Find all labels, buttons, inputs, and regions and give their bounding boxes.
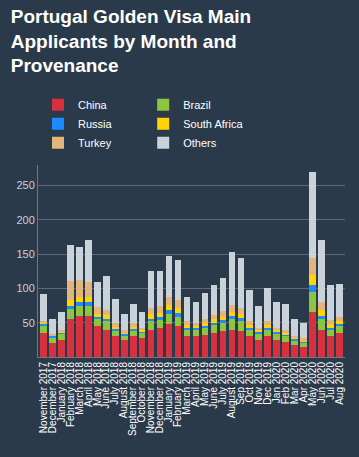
svg-text:November 2018: November 2018 [145,362,156,434]
svg-text:May 2020: May 2020 [307,362,318,406]
svg-text:May 2018: May 2018 [92,362,103,406]
svg-text:January 2019: January 2019 [163,362,174,423]
svg-text:Brazil: Brazil [183,99,211,111]
svg-text:August 2019: August 2019 [226,362,237,419]
svg-text:Mar 2020: Mar 2020 [289,362,300,405]
svg-text:150: 150 [16,248,34,260]
svg-text:March 2018: March 2018 [74,362,85,415]
svg-text:June 2018: June 2018 [100,362,111,409]
svg-text:Jan 2020: Jan 2020 [271,362,282,404]
svg-text:250: 250 [16,179,34,191]
svg-text:November 2017: November 2017 [38,362,49,434]
svg-text:Russia: Russia [78,118,113,130]
svg-text:200: 200 [16,214,34,226]
svg-text:Oct 2019: Oct 2019 [244,362,255,403]
svg-text:Nov 2019: Nov 2019 [253,362,264,405]
svg-text:May 2019: May 2019 [199,362,210,406]
svg-text:April 2018: April 2018 [83,362,94,407]
svg-text:March 2019: March 2019 [181,362,192,415]
svg-text:February 2018: February 2018 [65,362,76,427]
svg-text:China: China [78,99,108,111]
svg-text:January 2018: January 2018 [56,362,67,423]
svg-text:October 2018: October 2018 [136,362,147,423]
svg-text:50: 50 [23,317,35,329]
svg-text:Dec 2019: Dec 2019 [262,362,273,405]
svg-text:February 2019: February 2019 [172,362,183,427]
svg-text:South Africa: South Africa [183,118,243,130]
svg-text:Portugal Golden Visa MainAppli: Portugal Golden Visa MainApplicants by M… [11,6,251,76]
svg-text:Feb 2020: Feb 2020 [280,362,291,405]
svg-text:August 2018: August 2018 [118,362,129,419]
svg-text:April 2019: April 2019 [190,362,201,407]
svg-text:December 2018: December 2018 [154,362,165,434]
svg-text:December 2017: December 2017 [47,362,58,434]
svg-text:Others: Others [183,137,217,149]
svg-text:Jun 2020: Jun 2020 [316,362,327,404]
svg-text:June 2019: June 2019 [208,362,219,409]
svg-text:Sep 2019: Sep 2019 [235,362,246,405]
svg-text:Aug 2020: Aug 2020 [334,362,345,405]
svg-text:Turkey: Turkey [78,137,112,149]
svg-text:September 2018: September 2018 [127,362,138,436]
svg-text:100: 100 [16,282,34,294]
svg-text:Apr 2020: Apr 2020 [298,362,309,403]
svg-text:Jul 2020: Jul 2020 [325,362,336,400]
svg-text:July 2018: July 2018 [109,362,120,405]
svg-text:July 2019: July 2019 [217,362,228,405]
